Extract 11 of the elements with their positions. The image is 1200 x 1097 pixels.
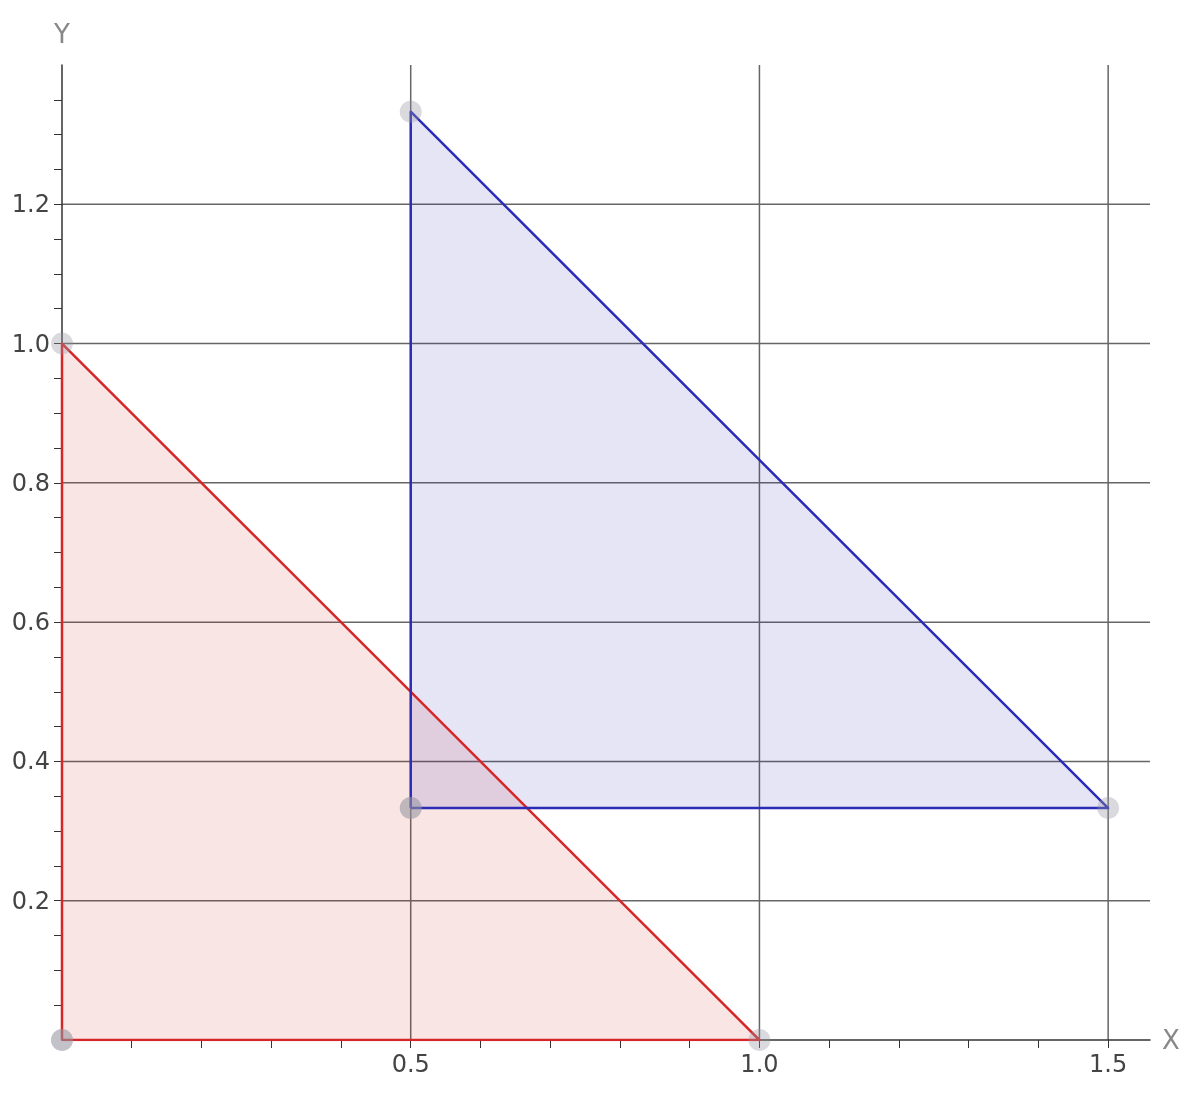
y-tick-label: 0.4 [11, 747, 50, 776]
y-tick-label: 0.2 [11, 886, 50, 915]
y-tick-label: 0.8 [11, 468, 50, 497]
x-tick-label: 1.0 [740, 1050, 779, 1078]
y-tick-label: 1.0 [11, 329, 50, 358]
x-axis-title: X [1162, 1025, 1180, 1055]
y-tick-label: 0.6 [11, 608, 50, 637]
y-tick-label: 1.2 [11, 190, 50, 219]
y-axis-title: Y [53, 19, 71, 49]
x-tick-label: 1.5 [1089, 1050, 1128, 1078]
x-tick-label: 0.5 [391, 1050, 430, 1078]
